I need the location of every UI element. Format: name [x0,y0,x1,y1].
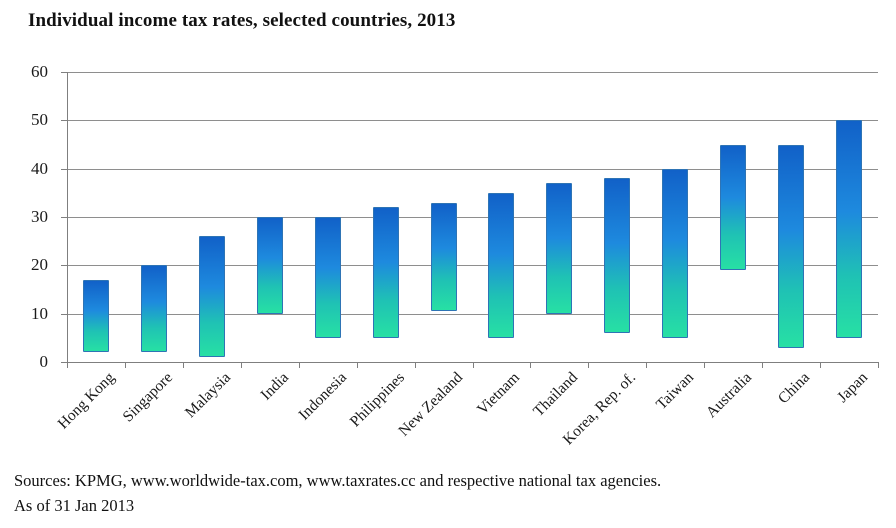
y-axis-label: 40 [31,158,48,178]
x-axis-tick [124,362,126,368]
x-axis-tick [704,362,706,368]
x-axis-tick [588,362,590,368]
y-gridline [67,313,878,315]
range-bar [256,217,283,314]
y-axis-label: 20 [31,255,48,275]
y-axis-label: 60 [31,62,48,81]
range-bar [720,144,747,271]
range-bar [546,183,573,314]
x-axis-tick [182,362,184,368]
range-bar [604,178,631,333]
x-axis-tick [762,362,764,368]
y-axis-label: 30 [31,207,48,226]
y-gridline [67,265,878,267]
y-gridline [67,217,878,218]
x-axis-tick [356,362,358,368]
y-axis-tick [61,313,67,315]
y-axis-tick [61,72,67,73]
range-bar [488,192,515,338]
y-axis-tick [61,217,67,218]
x-axis-tick [820,362,822,368]
chart-title: Individual income tax rates, selected co… [28,10,456,31]
range-bar [82,279,109,353]
y-gridline [67,168,878,170]
range-bar [372,207,399,338]
x-axis-tick [646,362,648,368]
x-axis-tick [530,362,532,368]
y-axis-label: 0 [39,352,49,371]
x-axis-tick [414,362,416,368]
y-axis-line [67,72,68,362]
source-note: Sources: KPMG, www.worldwide-tax.com, ww… [14,471,662,490]
y-gridline [67,72,878,73]
range-bar [836,120,863,338]
range-bar [778,144,805,348]
as-of-note: As of 31 Jan 2013 [14,496,135,515]
range-bar [662,168,689,338]
range-bar [140,265,167,353]
y-axis-tick [61,265,67,267]
y-axis-tick [61,120,67,122]
y-axis-tick [61,168,67,170]
x-axis-tick [878,362,879,368]
x-axis-tick [240,362,242,368]
range-bar [198,236,225,358]
y-axis-label: 10 [31,303,48,323]
range-bar [314,217,341,338]
x-axis-tick [67,362,68,368]
y-axis-tick [61,362,67,363]
range-bar [430,202,457,312]
y-gridline [67,120,878,122]
y-axis-label: 50 [31,110,48,130]
x-axis-tick [472,362,474,368]
x-axis-tick [298,362,300,368]
